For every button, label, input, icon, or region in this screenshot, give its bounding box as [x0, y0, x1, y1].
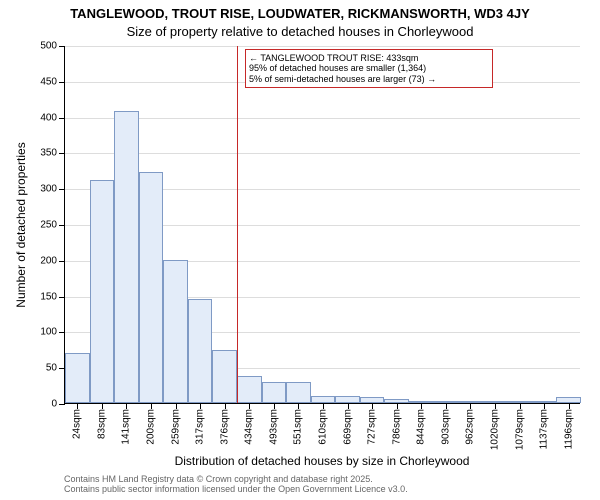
gridline [65, 46, 580, 47]
footer-line: Contains public sector information licen… [64, 484, 600, 494]
bar [286, 382, 311, 403]
gridline [65, 153, 580, 154]
y-tick-label: 0 [51, 399, 65, 410]
bar [163, 260, 188, 403]
bar [262, 382, 287, 403]
y-tick-label: 250 [40, 220, 65, 231]
bar [114, 111, 139, 403]
x-tick-label: 493sqm [268, 409, 279, 445]
x-tick-label: 1020sqm [490, 409, 501, 450]
x-tick-label: 1079sqm [514, 409, 525, 450]
y-tick-label: 200 [40, 255, 65, 266]
x-tick-label: 317sqm [195, 409, 206, 445]
bar [90, 180, 115, 403]
x-tick-label: 141sqm [121, 409, 132, 445]
x-tick-label: 903sqm [440, 409, 451, 445]
y-tick-label: 400 [40, 112, 65, 123]
x-tick-label: 551sqm [293, 409, 304, 445]
bar [212, 350, 237, 403]
x-tick-label: 610sqm [318, 409, 329, 445]
x-axis-label: Distribution of detached houses by size … [64, 454, 580, 468]
y-tick-label: 100 [40, 327, 65, 338]
annotation-box: ← TANGLEWOOD TROUT RISE: 433sqm95% of de… [245, 49, 493, 88]
y-tick-label: 450 [40, 76, 65, 87]
x-tick-label: 669sqm [342, 409, 353, 445]
bar [335, 396, 360, 403]
annotation-line: ← TANGLEWOOD TROUT RISE: 433sqm [249, 53, 489, 63]
x-tick-label: 727sqm [367, 409, 378, 445]
y-tick-label: 500 [40, 41, 65, 52]
y-axis-label: Number of detached properties [14, 46, 28, 404]
annotation-line: 95% of detached houses are smaller (1,36… [249, 63, 489, 73]
x-tick-label: 24sqm [72, 409, 83, 439]
bar [311, 396, 336, 403]
plot-area: 05010015020025030035040045050024sqm83sqm… [64, 46, 580, 404]
bar [65, 353, 90, 403]
histogram-chart: TANGLEWOOD, TROUT RISE, LOUDWATER, RICKM… [0, 0, 600, 500]
x-tick-label: 259sqm [170, 409, 181, 445]
x-tick-label: 200sqm [146, 409, 157, 445]
chart-title-line2: Size of property relative to detached ho… [0, 24, 600, 39]
y-tick-label: 150 [40, 291, 65, 302]
annotation-line: 5% of semi-detached houses are larger (7… [249, 74, 489, 84]
x-tick-label: 1196sqm [563, 409, 574, 449]
x-tick-label: 786sqm [391, 409, 402, 445]
y-tick-label: 350 [40, 148, 65, 159]
footer-credits: Contains HM Land Registry data © Crown c… [64, 474, 600, 495]
bar [237, 376, 262, 403]
x-tick-label: 434sqm [244, 409, 255, 445]
footer-line: Contains HM Land Registry data © Crown c… [64, 474, 600, 484]
chart-title-line1: TANGLEWOOD, TROUT RISE, LOUDWATER, RICKM… [0, 6, 600, 21]
gridline [65, 118, 580, 119]
y-tick-label: 300 [40, 184, 65, 195]
x-tick-label: 844sqm [416, 409, 427, 445]
x-tick-label: 962sqm [465, 409, 476, 445]
reference-line [237, 46, 238, 403]
x-tick-label: 1137sqm [539, 409, 550, 449]
bar [188, 299, 213, 403]
x-tick-label: 83sqm [96, 409, 107, 439]
y-tick-label: 50 [46, 363, 65, 374]
x-tick-label: 376sqm [219, 409, 230, 445]
bar [139, 172, 164, 403]
